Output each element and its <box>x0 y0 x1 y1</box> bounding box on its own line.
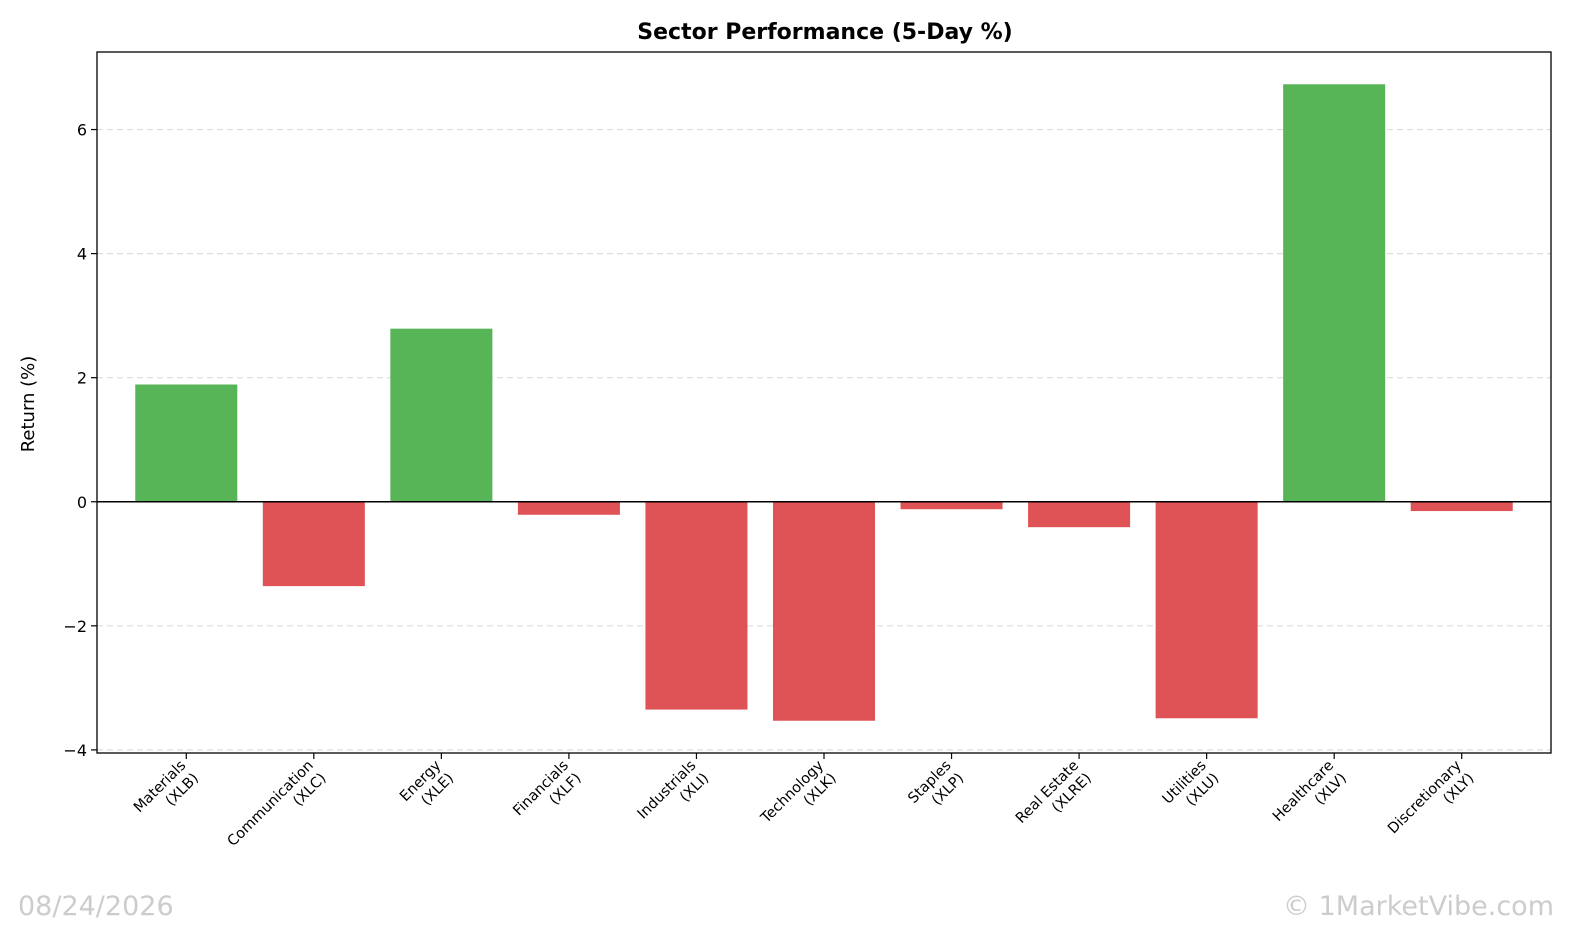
y-axis-label: Return (%) <box>18 356 39 453</box>
x-tick-label: Financials(XLF) <box>510 758 584 832</box>
bar-xlu <box>1155 501 1258 719</box>
x-tick-label: Discretionary(XLY) <box>1385 757 1478 850</box>
x-tick-label: Communication(XLC) <box>225 758 330 863</box>
bar-xli <box>645 501 748 710</box>
y-tick-label: 4 <box>77 245 87 264</box>
bar-xlc <box>262 501 365 587</box>
y-axis-ticks: −4 −2 0 2 4 6 <box>63 121 97 760</box>
x-tick-label: Materials(XLB) <box>131 758 202 829</box>
x-tick-label: Energy(XLE) <box>397 757 457 817</box>
bar-xlp <box>900 501 1003 510</box>
bar-xlk <box>772 501 876 721</box>
y-tick-label: −4 <box>63 741 87 760</box>
bar-xlv <box>1283 84 1386 502</box>
y-tick-label: −2 <box>63 617 87 636</box>
bar-xlb <box>135 384 238 502</box>
x-tick-label: Industrials(XLI) <box>635 758 712 835</box>
footer-credit: © 1MarketVibe.com <box>1283 891 1554 922</box>
y-tick-label: 0 <box>77 493 87 512</box>
chart-title: Sector Performance (5-Day %) <box>637 20 1012 45</box>
y-tick-label: 2 <box>77 369 87 388</box>
bar-xlre <box>1028 501 1131 528</box>
bar-xlf <box>517 501 620 515</box>
bar-xle <box>390 328 493 502</box>
footer-date: 08/24/2026 <box>18 891 174 922</box>
x-tick-label: Technology(XLK) <box>758 757 840 839</box>
y-tick-label: 6 <box>77 121 87 140</box>
x-tick-label: Staples(XLP) <box>905 758 967 820</box>
bar-xly <box>1410 501 1513 512</box>
x-axis-ticks: Materials(XLB) Communication(XLC) Energy(X… <box>131 753 1478 863</box>
x-tick-label: Healthcare(XLV) <box>1270 758 1350 838</box>
x-tick-label: Utilities(XLU) <box>1160 758 1223 821</box>
bar-series <box>135 84 1513 721</box>
x-tick-label: Real Estate(XLRE) <box>1013 758 1095 840</box>
